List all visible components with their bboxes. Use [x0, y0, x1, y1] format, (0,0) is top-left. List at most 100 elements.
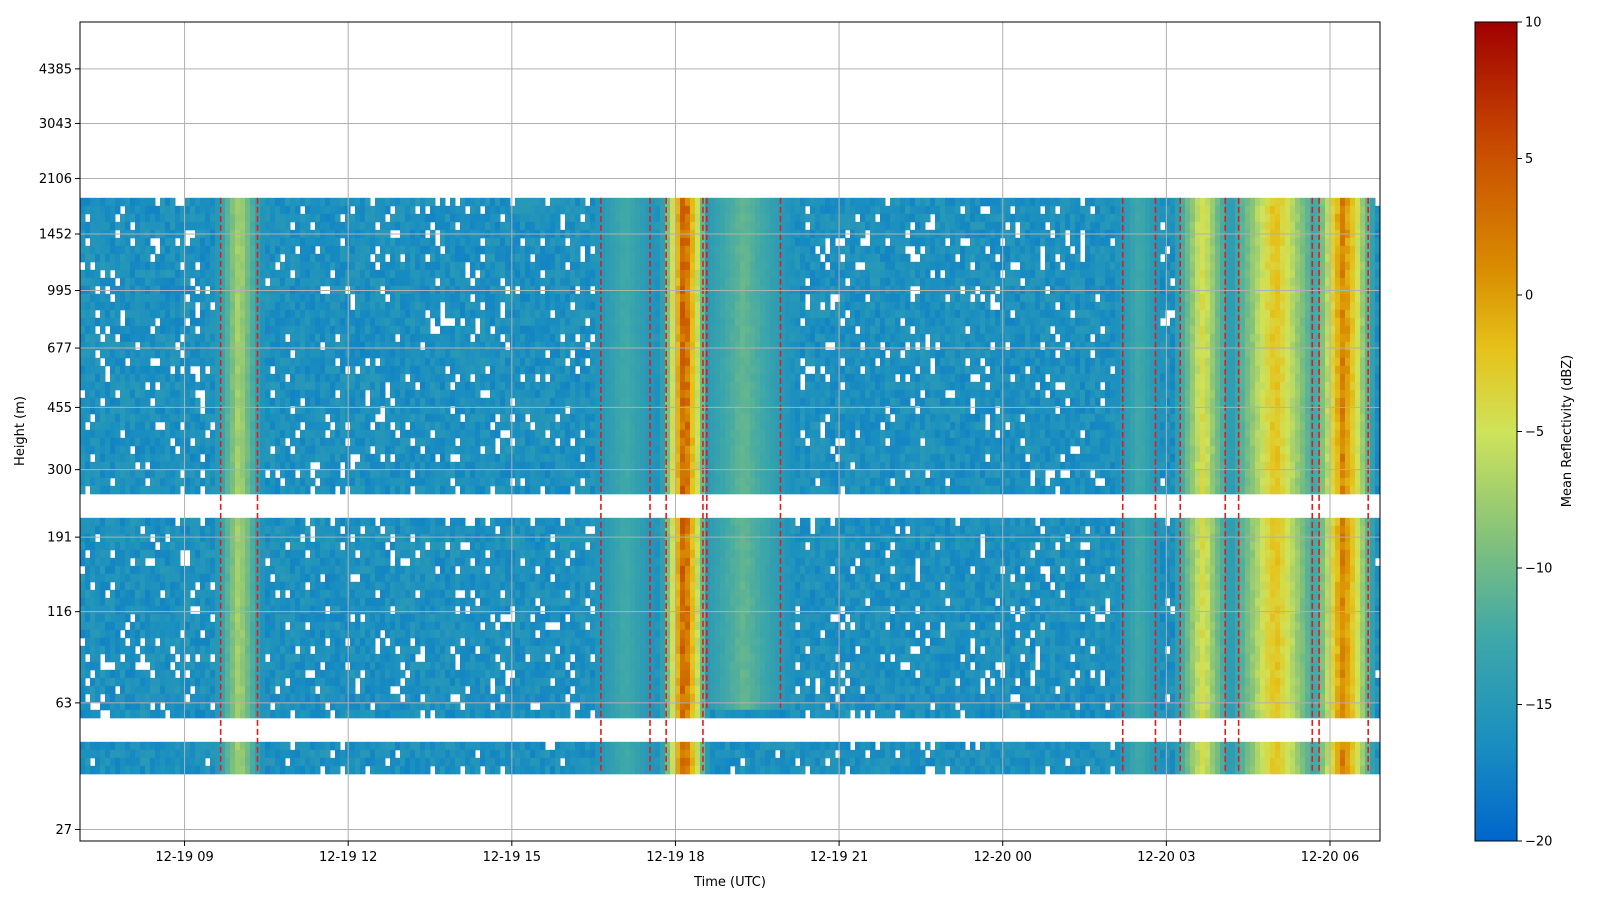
heatmap-cell: [445, 213, 451, 223]
heatmap-cell: [125, 213, 131, 223]
heatmap-cell: [170, 581, 176, 591]
heatmap-cell: [395, 325, 401, 335]
heatmap-cell: [195, 413, 201, 423]
heatmap-cell: [325, 533, 331, 543]
heatmap-cell: [195, 453, 201, 463]
heatmap-cell: [130, 349, 136, 359]
heatmap-cell: [335, 429, 341, 439]
heatmap-cell: [450, 397, 456, 407]
heatmap-cell: [255, 381, 261, 391]
heatmap-cell: [80, 221, 86, 231]
heatmap-cell: [115, 381, 121, 391]
heatmap-cell: [300, 357, 306, 367]
heatmap-cell: [275, 533, 281, 543]
heatmap-cell: [90, 277, 96, 287]
heatmap-cell: [95, 685, 101, 695]
heatmap-cell: [175, 245, 181, 255]
heatmap-cell: [190, 533, 196, 543]
heatmap-cell: [90, 245, 96, 255]
heatmap-cell: [455, 205, 461, 215]
heatmap-cell: [300, 749, 306, 759]
heatmap-cell: [410, 541, 416, 551]
heatmap-cell: [320, 445, 326, 455]
heatmap-cell: [155, 741, 161, 751]
heatmap-cell: [170, 197, 176, 207]
heatmap-cell: [220, 669, 226, 679]
heatmap-cell: [115, 517, 121, 527]
heatmap-cell: [295, 517, 301, 527]
heatmap-cell: [340, 621, 346, 631]
heatmap-cell: [190, 261, 196, 271]
heatmap-cell: [320, 621, 326, 631]
heatmap-cell: [475, 629, 481, 639]
heatmap-cell: [470, 221, 476, 231]
heatmap-cell: [440, 277, 446, 287]
heatmap-cell: [150, 429, 156, 439]
heatmap-cell: [195, 349, 201, 359]
heatmap-cell: [145, 365, 151, 375]
heatmap-cell: [310, 245, 316, 255]
heatmap-cell: [245, 429, 251, 439]
heatmap-cell: [120, 445, 126, 455]
heatmap-cell: [265, 221, 271, 231]
heatmap-cell: [465, 669, 471, 679]
heatmap-cell: [135, 389, 141, 399]
heatmap-cell: [170, 269, 176, 279]
heatmap-cell: [440, 765, 446, 775]
heatmap-cell: [220, 389, 226, 399]
heatmap-cell: [90, 573, 96, 583]
heatmap-cell: [290, 341, 296, 351]
heatmap-cell: [410, 197, 416, 207]
heatmap-cell: [315, 277, 321, 287]
heatmap-cell: [425, 453, 431, 463]
heatmap-cell: [105, 477, 111, 487]
heatmap-cell: [155, 525, 161, 535]
heatmap-cell: [175, 253, 181, 263]
heatmap-cell: [390, 309, 396, 319]
heatmap-cell: [185, 365, 191, 375]
heatmap-cell: [240, 341, 246, 351]
heatmap-cell: [310, 677, 316, 687]
heatmap-cell: [155, 213, 161, 223]
heatmap-cell: [330, 365, 336, 375]
heatmap-cell: [260, 317, 266, 327]
heatmap-cell: [475, 397, 481, 407]
heatmap-cell: [435, 669, 441, 679]
heatmap-cell: [120, 221, 126, 231]
heatmap-cell: [200, 341, 206, 351]
heatmap-cell: [405, 709, 411, 719]
heatmap-cell: [100, 277, 106, 287]
heatmap-cell: [440, 541, 446, 551]
heatmap-cell: [95, 429, 101, 439]
heatmap-cell: [160, 381, 166, 391]
heatmap-cell: [285, 389, 291, 399]
heatmap-cell: [390, 621, 396, 631]
heatmap-cell: [260, 245, 266, 255]
heatmap-cell: [190, 381, 196, 391]
heatmap-cell: [260, 389, 266, 399]
heatmap-cell: [215, 741, 221, 751]
heatmap-cell: [445, 389, 451, 399]
heatmap-cell: [135, 261, 141, 271]
heatmap-cell: [480, 557, 486, 567]
heatmap-cell: [450, 221, 456, 231]
heatmap-cell: [485, 757, 491, 767]
heatmap-cell: [415, 269, 421, 279]
heatmap-cell: [370, 469, 376, 479]
heatmap-cell: [300, 765, 306, 775]
heatmap-cell: [150, 573, 156, 583]
heatmap-cell: [465, 597, 471, 607]
heatmap-cell: [470, 469, 476, 479]
heatmap-cell: [395, 317, 401, 327]
heatmap-cell: [365, 517, 371, 527]
heatmap-cell: [435, 645, 441, 655]
heatmap-cell: [210, 669, 216, 679]
heatmap-cell: [90, 269, 96, 279]
heatmap-cell: [225, 621, 231, 631]
heatmap-cell: [95, 581, 101, 591]
heatmap-cell: [400, 365, 406, 375]
heatmap-cell: [120, 405, 126, 415]
heatmap-cell: [110, 245, 116, 255]
heatmap-cell: [455, 685, 461, 695]
heatmap-cell: [205, 253, 211, 263]
